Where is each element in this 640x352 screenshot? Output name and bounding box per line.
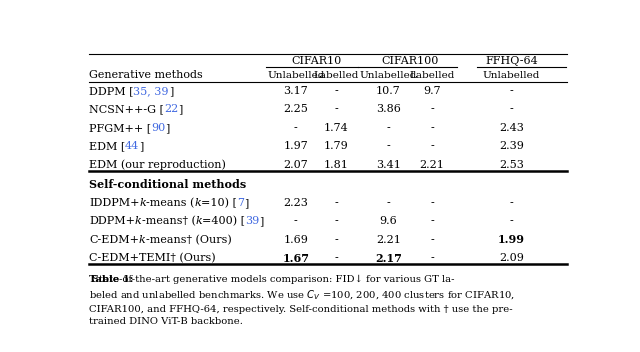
Text: -: -: [430, 141, 434, 151]
Text: -: -: [294, 216, 298, 226]
Text: ]: ]: [165, 123, 170, 133]
Text: -: -: [387, 198, 390, 208]
Text: 1.74: 1.74: [324, 123, 349, 133]
Text: Unlabelled: Unlabelled: [360, 71, 417, 80]
Text: -: -: [335, 235, 339, 245]
Text: 39: 39: [245, 216, 260, 226]
Text: 44: 44: [125, 141, 140, 151]
Text: 3.41: 3.41: [376, 160, 401, 170]
Text: -: -: [294, 123, 298, 133]
Text: 2.21: 2.21: [376, 235, 401, 245]
Text: k: k: [196, 216, 202, 226]
Text: 9.6: 9.6: [380, 216, 397, 226]
Text: -: -: [335, 105, 339, 114]
Text: 1.97: 1.97: [284, 141, 308, 151]
Text: -: -: [387, 141, 390, 151]
Text: 35, 39: 35, 39: [133, 86, 169, 96]
Text: 22: 22: [164, 105, 178, 114]
Text: 1.99: 1.99: [498, 234, 525, 245]
Text: ]: ]: [140, 141, 144, 151]
Text: CIFAR100: CIFAR100: [381, 56, 439, 66]
Text: k: k: [139, 235, 146, 245]
Text: k: k: [195, 198, 202, 208]
Text: -: -: [430, 105, 434, 114]
Text: 2.17: 2.17: [375, 253, 402, 264]
Text: 2.23: 2.23: [284, 198, 308, 208]
Text: 1.79: 1.79: [324, 141, 349, 151]
Text: 2.21: 2.21: [420, 160, 445, 170]
Text: -: -: [509, 198, 513, 208]
Text: Unlabelled: Unlabelled: [267, 71, 324, 80]
Text: k: k: [135, 216, 141, 226]
Text: -means (: -means (: [146, 198, 195, 208]
Text: CIFAR10: CIFAR10: [291, 56, 341, 66]
Text: Self-conditional methods: Self-conditional methods: [89, 179, 246, 190]
Text: 9.7: 9.7: [423, 86, 441, 96]
Text: ]: ]: [244, 198, 248, 208]
Text: DDPM [: DDPM [: [89, 86, 133, 96]
Text: -: -: [430, 253, 434, 263]
Text: EDM (our reproduction): EDM (our reproduction): [89, 159, 226, 170]
Text: -means† (Ours): -means† (Ours): [146, 235, 232, 245]
Text: Generative methods: Generative methods: [89, 70, 203, 80]
Text: -: -: [509, 86, 513, 96]
Text: ]: ]: [169, 86, 173, 96]
Text: -: -: [509, 105, 513, 114]
Text: Unlabelled: Unlabelled: [483, 71, 540, 80]
Text: EDM [: EDM [: [89, 141, 125, 151]
Text: C-EDM+TEMI† (Ours): C-EDM+TEMI† (Ours): [89, 253, 216, 263]
Text: 10.7: 10.7: [376, 86, 401, 96]
Text: 1.69: 1.69: [284, 235, 308, 245]
Text: PFGM++ [: PFGM++ [: [89, 123, 151, 133]
Text: DDPM+: DDPM+: [89, 216, 135, 226]
Text: -: -: [335, 86, 339, 96]
Text: 2.07: 2.07: [284, 160, 308, 170]
Text: -means† (: -means† (: [141, 216, 196, 227]
Text: -: -: [387, 123, 390, 133]
Text: k: k: [140, 198, 146, 208]
Text: -: -: [335, 198, 339, 208]
Text: =10) [: =10) [: [202, 198, 237, 208]
Text: 1.67: 1.67: [282, 253, 309, 264]
Text: =400) [: =400) [: [202, 216, 245, 227]
Text: ]: ]: [178, 105, 182, 114]
Text: 90: 90: [151, 123, 165, 133]
Text: -: -: [430, 216, 434, 226]
Text: 7: 7: [237, 198, 244, 208]
Text: Table 1:: Table 1:: [89, 275, 133, 283]
Text: 2.25: 2.25: [284, 105, 308, 114]
Text: 2.53: 2.53: [499, 160, 524, 170]
Text: Labelled: Labelled: [410, 71, 455, 80]
Text: C-EDM+: C-EDM+: [89, 235, 139, 245]
Text: -: -: [430, 198, 434, 208]
Text: 2.39: 2.39: [499, 141, 524, 151]
Text: Labelled: Labelled: [314, 71, 359, 80]
Text: -: -: [430, 123, 434, 133]
Text: -: -: [509, 216, 513, 226]
Text: 1.81: 1.81: [324, 160, 349, 170]
Text: -: -: [430, 235, 434, 245]
Text: FFHQ-64: FFHQ-64: [485, 56, 538, 66]
Text: 3.17: 3.17: [284, 86, 308, 96]
Text: -: -: [335, 253, 339, 263]
Text: IDDPM+: IDDPM+: [89, 198, 140, 208]
Text: ]: ]: [260, 216, 264, 226]
Text: -: -: [335, 216, 339, 226]
Text: 2.43: 2.43: [499, 123, 524, 133]
Text: NCSN++-G [: NCSN++-G [: [89, 105, 164, 114]
Text: 3.86: 3.86: [376, 105, 401, 114]
Text: 2.09: 2.09: [499, 253, 524, 263]
Text: State-of-the-art generative models comparison: FID↓ for various GT la-
beled and: State-of-the-art generative models compa…: [89, 275, 515, 326]
